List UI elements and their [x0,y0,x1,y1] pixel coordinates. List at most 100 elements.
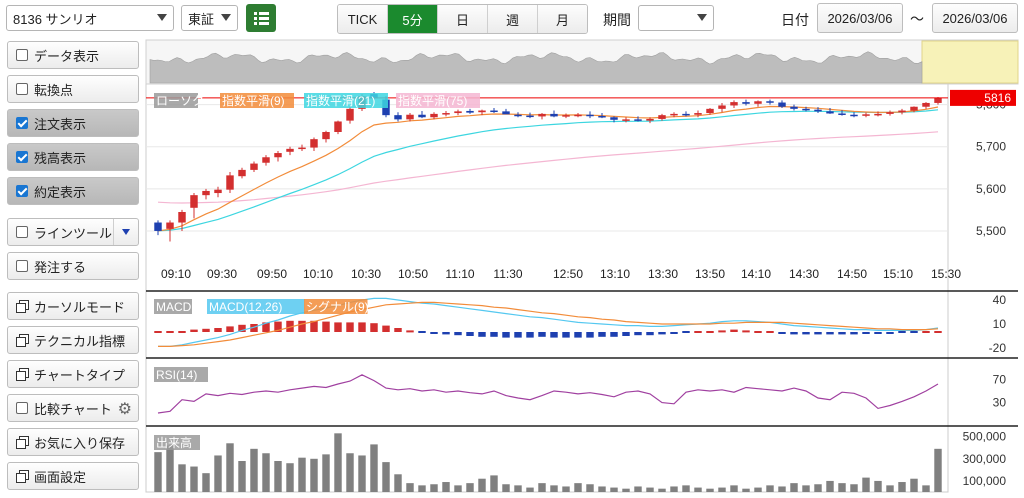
gear-icon[interactable]: ⚙ [117,401,132,418]
volume-bar [286,463,294,492]
x-tick-label: 12:50 [553,267,583,281]
tab-month[interactable]: 月 [538,5,587,33]
volume-bar [334,433,342,492]
macd-tick-label: 10 [993,317,1007,331]
candle-body [622,119,630,121]
x-tick-label: 13:30 [648,267,678,281]
window-icon [16,334,29,347]
candle-body [238,169,246,177]
volume-bar [754,487,762,492]
macd-histogram-bar [682,331,690,333]
macd-histogram-bar [850,332,858,335]
candle-body [862,114,870,116]
macd-histogram-bar [742,330,750,333]
price-tick-label: 5,700 [976,140,1006,154]
macd-histogram-bar [670,332,678,334]
sidebar-item-10[interactable]: 比較チャート ⚙ [7,394,139,422]
list-view-button[interactable] [246,4,276,32]
window-icon [16,470,29,483]
macd-histogram-bar [358,322,366,332]
volume-bar [406,483,414,492]
volume-bar [298,457,306,492]
sidebar-item-8[interactable]: テクニカル指標 [7,326,139,354]
candle-body [406,114,414,120]
tab-day[interactable]: 日 [438,5,488,33]
candle-body [610,117,618,120]
candle-body [346,108,354,121]
sidebar-item-2[interactable]: 注文表示 [7,109,139,137]
volume-bar [538,483,546,492]
x-tick-label: 09:50 [257,267,287,281]
sidebar-item-12[interactable]: 画面設定 [7,462,139,490]
ema75-line [157,131,939,204]
candle-body [682,113,690,116]
volume-bar [826,480,834,492]
current-price-value: 5816 [984,91,1011,105]
candle-body [214,189,222,194]
volume-bar [670,486,678,492]
sidebar-item-9[interactable]: チャートタイプ [7,360,139,388]
checkbox [16,260,28,272]
sidebar-item-11[interactable]: お気に入り保存 [7,428,139,456]
period-select[interactable] [638,5,714,31]
volume-tick-label: 100,000 [963,474,1007,488]
macd-histogram-bar [262,322,270,332]
stock-select[interactable]: 8136 サンリオ [6,5,174,31]
legend-swatch [220,93,294,108]
volume-bar [514,485,522,492]
candle-body [886,112,894,114]
date-from-field[interactable]: 2026/03/06 [817,3,903,33]
macd-histogram-bar [790,332,798,335]
sidebar-item-1[interactable]: 転換点 [7,75,139,103]
volume-bar [850,484,858,492]
volume-bar [550,485,558,492]
tab-5min[interactable]: 5分 [388,5,438,33]
sidebar-item-5[interactable]: ラインツール [7,218,139,246]
market-select[interactable]: 東証 [181,5,238,31]
candle-body [934,97,942,103]
candle-body [322,132,330,140]
volume-bar [802,485,810,492]
volume-bar [358,455,366,492]
volume-bar [430,484,438,492]
volume-bar [562,486,570,492]
sidebar-item-7[interactable]: カーソルモード [7,292,139,320]
chevron-down-icon[interactable] [113,219,138,245]
sidebar-item-label: 発注する [34,259,87,275]
legend-swatch [154,93,198,108]
candle-body [454,111,462,114]
volume-bar [418,485,426,492]
sidebar-item-6[interactable]: 発注する [7,252,139,280]
candle-body [262,157,270,163]
volume-bar [742,488,750,492]
chevron-down-icon [157,14,167,21]
candle-body [658,115,666,119]
period-label: 期間 [603,12,631,28]
volume-bar [622,488,630,492]
tab-week[interactable]: 週 [488,5,538,33]
macd-histogram-bar [274,321,282,332]
macd-histogram-bar [394,328,402,332]
volume-bar [838,483,846,492]
macd-legend-swatch [207,299,305,314]
sidebar-item-label: テクニカル指標 [34,333,126,349]
volume-bar [910,478,918,492]
sidebar-item-0[interactable]: データ表示 [7,41,139,69]
macd-histogram-bar [514,332,522,338]
interval-tabs: TICK 5分 日 週 月 [337,4,588,34]
x-tick-label: 11:30 [493,267,522,281]
date-to-field[interactable]: 2026/03/06 [932,3,1018,33]
macd-histogram-bar [922,331,930,333]
tab-tick[interactable]: TICK [338,5,388,33]
candle-body [742,102,750,104]
sidebar-item-3[interactable]: 残高表示 [7,143,139,171]
market-select-value: 東証 [188,11,215,27]
macd-histogram-bar [406,330,414,333]
chevron-down-icon [221,14,231,21]
ema21-line [157,109,939,232]
candle-body [802,108,810,111]
candle-body [430,113,438,118]
navigator-selection [921,40,1019,84]
sidebar-item-4[interactable]: 約定表示 [7,177,139,205]
